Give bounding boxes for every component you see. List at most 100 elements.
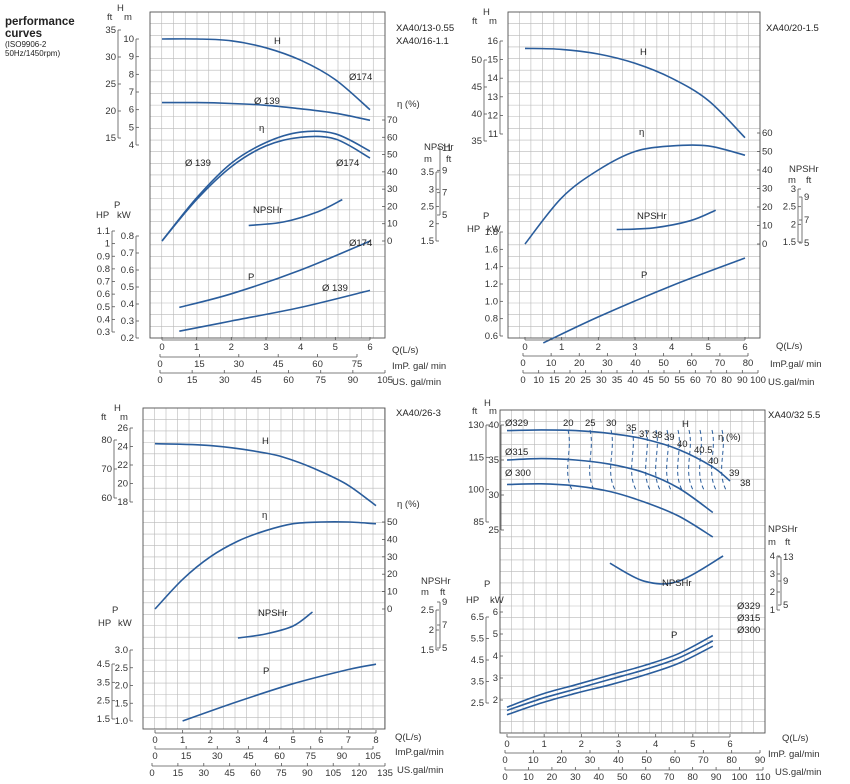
q-axis-label: 0 (522, 342, 527, 353)
q-axis-label: 4 (653, 739, 658, 750)
power-p-label: P (114, 200, 120, 211)
q-axis-label: 0 (504, 739, 509, 750)
us-axis-label: 0 (502, 772, 507, 783)
head-ft-axis-label: 35 (471, 136, 482, 147)
power-hp-axis-label: 0.3 (97, 327, 110, 338)
head-m-axis-label: 4 (129, 140, 134, 151)
head-ft-axis-label: 80 (101, 435, 112, 446)
q-axis-label: 3 (263, 342, 268, 353)
eff-axis-label: 40 (387, 167, 398, 178)
head-m-axis-label: 14 (487, 73, 498, 84)
npsh-ft-axis-label: 7 (442, 188, 447, 199)
model-label-0: XA40/26-3 (396, 408, 441, 419)
iso-eff-label-7: 40 (677, 439, 688, 450)
us-axis-label: 80 (687, 772, 698, 783)
eff-axis-label: 50 (387, 517, 398, 528)
iso-eff-line-9 (699, 429, 705, 491)
curve-label-h: H (640, 47, 647, 58)
head-m-unit: m (124, 12, 132, 23)
power-hp-axis-label: 6.5 (471, 612, 484, 623)
imp-axis-title: ImP.gal/min (395, 747, 444, 758)
imp-axis-label: 75 (305, 751, 316, 762)
q-axis-title: Q(L/s) (392, 345, 418, 356)
q-axis-label: 4 (263, 735, 268, 746)
head-m-unit: m (489, 16, 497, 27)
curve-label-npshr: NPSHr (258, 608, 288, 619)
us-axis-label: 100 (750, 375, 766, 386)
power-hp-unit: HP (467, 224, 480, 235)
head-m-axis-label: 22 (117, 460, 128, 471)
iso-eff-line-2 (610, 429, 616, 491)
imp-axis-label: 15 (181, 751, 192, 762)
curve-label-p: P (671, 630, 677, 641)
imp-axis-title: ImP. gal/ min (392, 361, 446, 372)
imp-axis-label: 60 (274, 751, 285, 762)
curve-label-p: P (641, 270, 647, 281)
us-axis-label: 10 (533, 375, 544, 386)
power-series-label-1: Ø315 (737, 613, 760, 624)
imp-axis-label: 30 (602, 358, 613, 369)
npsh-m-axis-label: 1 (770, 605, 775, 616)
head-m-axis-label: 24 (117, 442, 128, 453)
q-axis-label: 2 (208, 735, 213, 746)
eff-axis-label: 30 (387, 552, 398, 563)
npsh-m-axis-label: 2.5 (421, 605, 434, 616)
imp-axis-label: 30 (234, 359, 245, 370)
npsh-ft-axis-label: 5 (442, 210, 447, 221)
head-m-axis-label: 30 (488, 490, 499, 501)
us-axis-label: 30 (570, 772, 581, 783)
head-ft-axis-label: 130 (468, 420, 484, 431)
q-axis-title: Q(L/s) (782, 733, 808, 744)
npsh-curve-0 (609, 555, 724, 585)
eff-axis-label: 30 (762, 184, 773, 195)
eff-axis-label: 0 (762, 239, 767, 250)
us-axis-title: US. gal/min (392, 377, 441, 388)
us-axis-label: 105 (325, 768, 341, 779)
eff-axis-label: 20 (387, 569, 398, 580)
q-axis-label: 0 (159, 342, 164, 353)
npsh-ft-axis-label: 9 (804, 192, 809, 203)
q-axis-label: 6 (318, 735, 323, 746)
us-axis-label: 60 (690, 375, 701, 386)
plot-frame (499, 409, 766, 734)
title-line-2: curves (5, 28, 43, 40)
eff-axis-label: 40 (387, 534, 398, 545)
us-axis-label: 90 (348, 375, 359, 386)
us-axis-label: 70 (664, 772, 675, 783)
head-ft-axis-label: 85 (473, 517, 484, 528)
head-curve-0 (161, 38, 371, 111)
curve-label-d139b: Ø 139 (185, 158, 211, 169)
curve-label-npshr: NPSHr (637, 211, 667, 222)
eff-curve-0 (154, 520, 377, 610)
head-h-label: H (117, 3, 124, 14)
iso-eff-label-3: 35 (626, 423, 637, 434)
eff-axis-label: 10 (762, 221, 773, 232)
imp-axis-label: 10 (546, 358, 557, 369)
imp-axis-title: ImP.gal/ min (770, 359, 822, 370)
title-line-4: 50Hz/1450rpm) (5, 49, 61, 58)
iso-eff-line-6 (666, 429, 672, 491)
us-axis-label: 135 (377, 768, 393, 779)
npsh-m-axis-label: 4 (770, 551, 775, 562)
us-axis-label: 70 (706, 375, 717, 386)
head-m-axis-label: 15 (487, 55, 498, 66)
imp-axis-label: 105 (365, 751, 381, 762)
us-axis-label: 60 (250, 768, 261, 779)
power-hp-axis-label: 3.5 (471, 677, 484, 688)
npsh-unit: NPSHr (421, 576, 451, 587)
us-axis-title: US.gal/min (768, 377, 814, 388)
us-axis-label: 0 (149, 768, 154, 779)
power-hp-unit: HP (98, 618, 111, 629)
power-kw-unit: kW (117, 210, 131, 221)
power-hp-axis-label: 0.4 (97, 314, 110, 325)
q-axis-label: 0 (152, 735, 157, 746)
npsh-ft-axis-label: 5 (783, 600, 788, 611)
us-axis-label: 120 (351, 768, 367, 779)
q-axis-label: 6 (367, 342, 372, 353)
head-ft-unit: ft (472, 406, 478, 417)
us-axis-label: 80 (721, 375, 732, 386)
power-kw-axis-label: 0.8 (485, 314, 498, 325)
head-m-axis-label: 12 (487, 110, 498, 121)
